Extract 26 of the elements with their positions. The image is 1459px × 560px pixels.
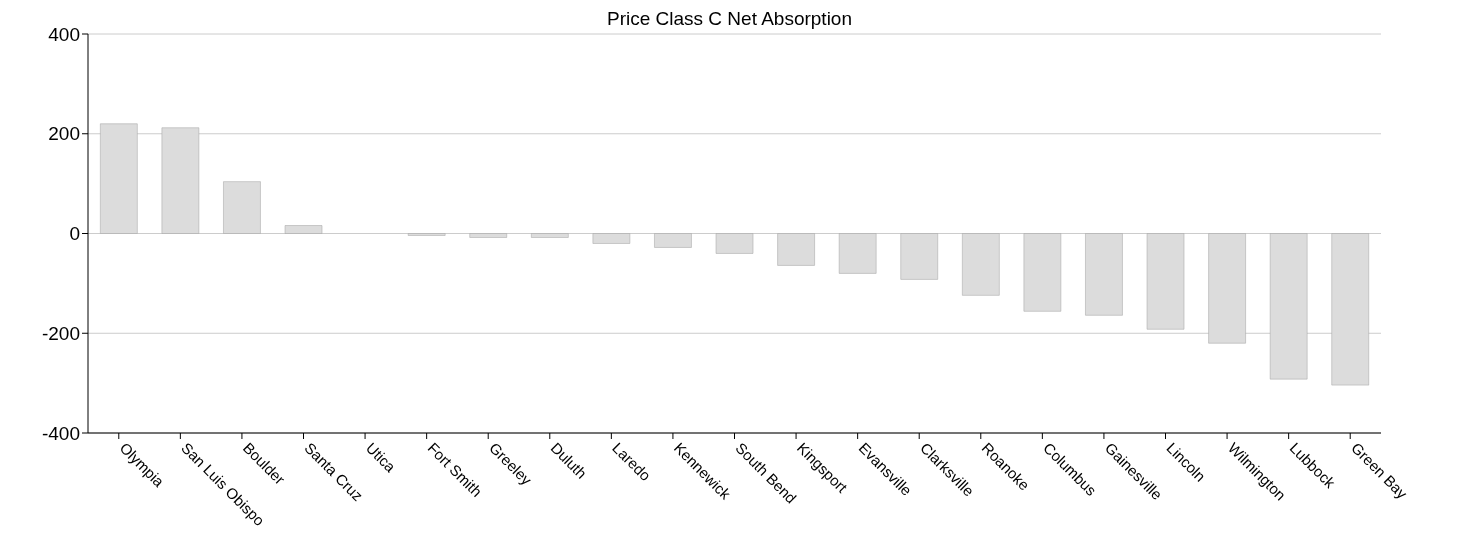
y-tick-label: 0 xyxy=(69,223,80,245)
bar xyxy=(900,233,938,280)
bar xyxy=(592,233,631,244)
bar xyxy=(531,233,569,238)
bar xyxy=(715,233,754,254)
bar xyxy=(1208,233,1246,344)
bar xyxy=(1146,233,1185,330)
bar xyxy=(284,225,323,234)
bar xyxy=(654,233,692,248)
bar xyxy=(1331,233,1369,386)
bar xyxy=(777,233,815,266)
y-tick-label: -200 xyxy=(41,322,80,344)
y-tick-label: 400 xyxy=(48,23,80,45)
bar xyxy=(469,233,507,238)
bar xyxy=(161,127,200,234)
bar xyxy=(1085,233,1123,316)
bar xyxy=(100,123,138,234)
chart-title: Price Class C Net Absorption xyxy=(607,8,852,29)
bar xyxy=(407,233,446,236)
bar xyxy=(1269,233,1308,380)
bar xyxy=(838,233,877,274)
bar xyxy=(1023,233,1062,312)
y-tick-label: -400 xyxy=(41,422,80,444)
bar xyxy=(223,181,261,234)
y-tick-label: 200 xyxy=(48,123,80,145)
bar xyxy=(962,233,1000,296)
